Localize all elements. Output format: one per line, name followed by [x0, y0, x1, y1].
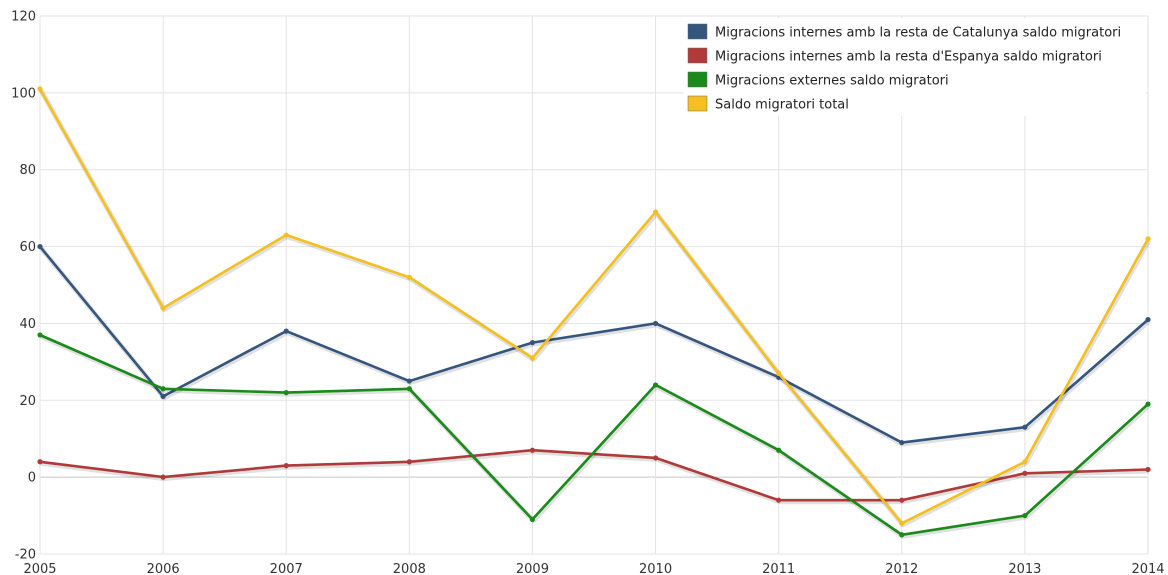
data-point	[899, 497, 905, 503]
data-point	[406, 459, 412, 465]
data-point	[776, 497, 782, 503]
x-tick-label: 2009	[516, 562, 549, 575]
series-1	[37, 243, 1151, 447]
legend-swatch	[687, 71, 708, 88]
data-point	[160, 474, 166, 480]
legend-label: Saldo migratori total	[715, 98, 849, 113]
grid-layer	[39, 15, 1149, 555]
legend-label: Migracions externes saldo migratori	[715, 74, 949, 89]
data-point	[160, 305, 166, 311]
series-line	[38, 245, 1149, 444]
data-point	[283, 232, 289, 238]
data-point	[1145, 316, 1151, 323]
data-point	[283, 328, 289, 334]
data-point	[37, 86, 43, 92]
data-point	[899, 439, 905, 446]
y-tick-label: 120	[11, 10, 36, 25]
x-tick-label: 2013	[1008, 562, 1041, 575]
x-tick-label: 2010	[639, 562, 672, 575]
legend-swatch	[687, 23, 708, 40]
data-point	[160, 393, 166, 400]
data-point	[406, 386, 412, 392]
data-point	[529, 355, 536, 361]
series-line-shadow	[39, 334, 1151, 539]
series-layer	[37, 86, 1152, 539]
series-4	[37, 86, 1152, 528]
y-tick-label: 60	[19, 240, 36, 255]
x-tick-label: 2007	[270, 562, 303, 575]
y-tick-label: 40	[19, 317, 36, 332]
data-point	[1145, 466, 1151, 473]
data-point	[283, 390, 289, 396]
legend: Migracions internes amb la resta de Cata…	[684, 18, 1146, 116]
series-line-shadow	[40, 449, 1150, 505]
series-line	[38, 88, 1150, 525]
data-point	[652, 382, 659, 388]
legend-background	[684, 18, 1146, 116]
x-tick-label: 2006	[147, 562, 180, 575]
data-point	[899, 520, 905, 526]
data-point	[529, 516, 536, 523]
data-point	[529, 340, 536, 346]
series-3	[37, 332, 1151, 539]
x-tick-label: 2008	[393, 562, 426, 575]
data-point	[652, 455, 659, 461]
x-tick-label: 2005	[23, 562, 56, 575]
axis-layer: -20 0 20 40 60 80 100 120 2005 2006 2007 2008 2009 20…	[11, 10, 1164, 575]
data-point	[406, 274, 412, 280]
series-line	[39, 333, 1149, 537]
y-tick-label: 20	[19, 394, 36, 409]
data-point	[37, 243, 43, 250]
y-tick-label: 80	[19, 163, 36, 178]
data-point	[1145, 236, 1151, 242]
legend-swatch	[687, 47, 708, 64]
data-point	[1022, 424, 1028, 430]
data-point	[37, 332, 43, 338]
data-point	[776, 447, 782, 453]
legend-label: Migracions internes amb la resta d'Espan…	[715, 50, 1102, 65]
data-point	[652, 209, 659, 215]
legend-label: Migracions internes amb la resta de Cata…	[715, 26, 1121, 41]
y-tick-label: 100	[11, 86, 36, 101]
data-point	[899, 532, 905, 538]
data-point	[652, 320, 659, 327]
data-point	[1022, 459, 1028, 465]
series-line-shadow	[38, 89, 1152, 528]
data-point	[1145, 401, 1151, 407]
data-point	[776, 370, 782, 376]
y-tick-label: 0	[28, 471, 36, 486]
data-point	[529, 447, 536, 453]
data-point	[1022, 512, 1028, 519]
x-tick-label: 2012	[885, 562, 918, 575]
x-tick-label: 2011	[762, 562, 795, 575]
data-point	[1022, 470, 1028, 476]
series-line-shadow	[39, 246, 1151, 447]
y-tick-label: -20	[15, 548, 36, 563]
legend-swatch	[687, 95, 708, 112]
data-point	[37, 459, 43, 465]
data-point	[283, 463, 289, 469]
x-tick-label: 2014	[1131, 562, 1164, 575]
data-point	[406, 378, 412, 384]
data-point	[160, 386, 166, 392]
